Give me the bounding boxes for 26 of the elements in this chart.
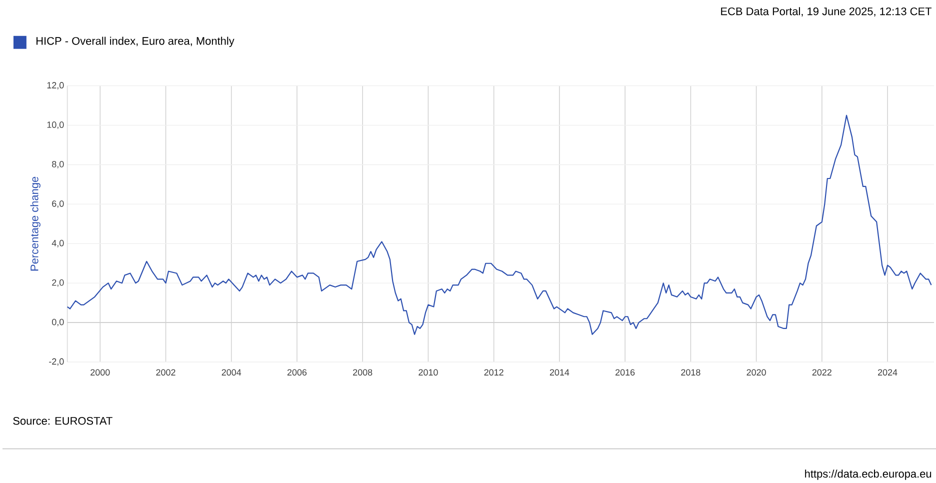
y-tick-label: 2,0: [52, 280, 64, 287]
y-tick-label: -2,0: [49, 358, 64, 366]
y-tick-label: 8,0: [52, 161, 64, 169]
x-tick-label: 2022: [812, 369, 832, 376]
x-tick-label: 2004: [222, 369, 242, 376]
text: https://data.ecb.europa.eu: [805, 470, 932, 480]
x-tick-label: 2020: [746, 369, 766, 376]
y-axis-title: Percentage change: [30, 176, 40, 271]
y-tick-label: 4,0: [52, 240, 64, 248]
legend-label: HICP - Overall index, Euro area, Monthly: [36, 36, 234, 48]
x-tick-label: 2000: [90, 369, 110, 376]
x-tick-label: 2006: [287, 369, 307, 376]
x-tick-label: 2012: [484, 369, 504, 376]
x-tick-label: 2018: [681, 369, 700, 376]
x-tick-label: 2024: [878, 369, 898, 376]
y-tick-label: 0,0: [52, 318, 64, 326]
y-tick-label: 6,0: [52, 200, 64, 208]
source-note: Source: EUROSTAT: [13, 417, 112, 425]
y-tick-label: 10,0: [47, 122, 64, 130]
x-tick-label: 2002: [156, 369, 176, 376]
x-tick-label: 2008: [353, 369, 372, 376]
text: ECB Data Portal, 19 June 2025, 12:13 CET: [721, 7, 932, 17]
x-tick-label: 2010: [418, 369, 438, 376]
y-tick-label: 12,0: [47, 82, 64, 90]
x-tick-label: 2014: [550, 369, 570, 376]
x-tick-label: 2016: [616, 369, 635, 376]
